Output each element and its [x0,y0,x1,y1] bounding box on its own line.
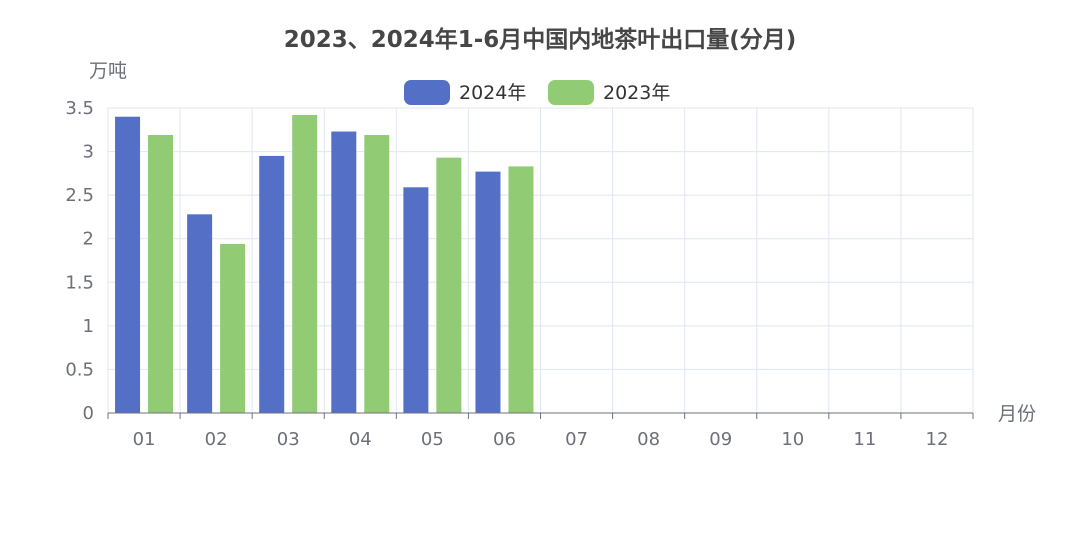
legend-label: 2024年 [459,82,526,104]
y-tick-label: 0 [83,403,94,424]
y-tick-label: 2 [83,229,94,250]
y-tick-label: 0.5 [65,359,94,380]
bars [115,114,534,413]
bar [292,114,318,413]
x-tick-label: 09 [709,429,732,450]
x-tick-label: 10 [781,429,804,450]
axes: 0 0.5 1 1.5 2 2.5 3 3.5 01 02 03 04 05 06 07 08 09 10 11 12 [65,98,974,450]
x-tick-label: 02 [205,429,228,450]
chart-title: 2023、2024年1-6月中国内地茶叶出口量(分月) [284,26,797,53]
x-axis-label: 月份 [998,403,1036,425]
bar [475,171,501,413]
legend: 2024年 2023年 [404,80,670,105]
bar [115,116,141,413]
x-tick-label: 08 [637,429,660,450]
x-tick-label: 06 [493,429,516,450]
x-tick-label: 11 [853,429,876,450]
bar [331,131,357,413]
x-tick-label: 04 [349,429,372,450]
y-tick-label: 1.5 [65,272,94,293]
y-tick-label: 1 [83,316,94,337]
x-tick-label: 03 [277,429,300,450]
grid [107,107,974,413]
x-tick-label: 07 [565,429,588,450]
x-tick-label: 01 [133,429,156,450]
legend-swatch [548,80,594,105]
bar [364,135,390,413]
y-tick-label: 3 [83,142,94,163]
bar [508,166,534,413]
bar [148,135,174,413]
bar [403,187,429,413]
legend-swatch [404,80,450,105]
bar [220,243,246,413]
bar [436,157,462,413]
y-axis-label: 万吨 [89,60,127,82]
legend-label: 2023年 [603,82,670,104]
y-tick-label: 2.5 [65,185,94,206]
y-tick-label: 3.5 [65,98,94,119]
x-tick-label: 05 [421,429,444,450]
bar [259,155,285,413]
x-tick-label: 12 [926,429,949,450]
bar [187,214,213,413]
